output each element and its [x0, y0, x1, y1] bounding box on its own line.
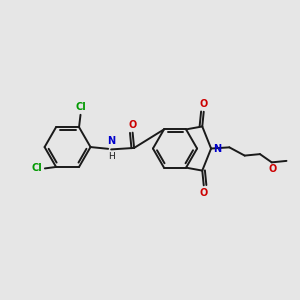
- Text: O: O: [268, 164, 277, 174]
- Text: H: H: [108, 152, 115, 161]
- Text: O: O: [128, 120, 137, 130]
- Text: Cl: Cl: [75, 102, 86, 112]
- Text: Cl: Cl: [32, 164, 43, 173]
- Text: N: N: [214, 143, 222, 154]
- Text: N: N: [107, 136, 115, 146]
- Text: O: O: [200, 99, 208, 109]
- Text: O: O: [200, 188, 208, 198]
